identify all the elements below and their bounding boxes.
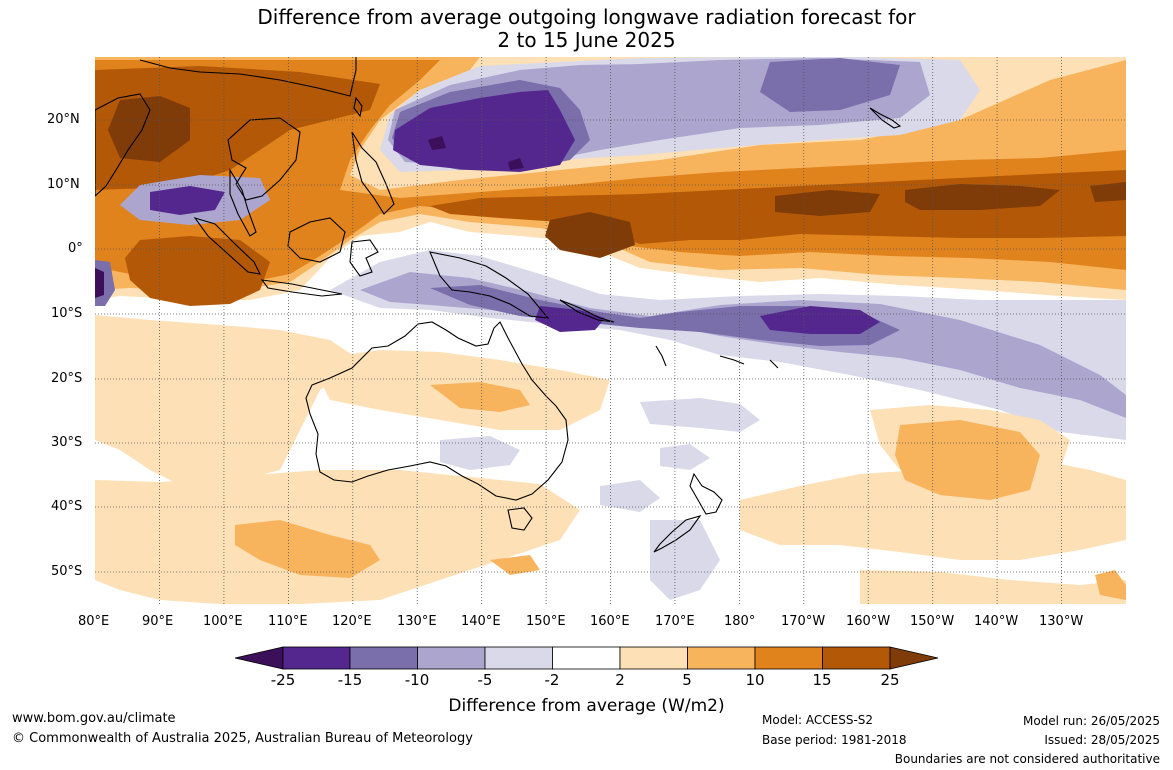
colorbar — [234, 646, 939, 670]
lat-label-40s: 40°S — [51, 499, 83, 514]
negative-15-spcz — [535, 306, 880, 334]
colorbar-label-10: 10 — [745, 671, 765, 689]
colorbar-bin-2 — [349, 646, 418, 670]
australia-coastline — [305, 321, 569, 501]
colorbar-bin-9 — [822, 646, 891, 670]
footer-boundaries-note: Boundaries are not considered authoritat… — [894, 752, 1160, 766]
footer-model-run: Model run: 26/05/2025 — [1022, 714, 1160, 728]
map-title-line-2: 2 to 15 June 2025 — [497, 28, 676, 52]
solomon-islands — [559, 299, 615, 323]
colorbar-bin-5 — [552, 646, 621, 670]
new-zealand-south — [653, 515, 702, 553]
indochina-coastline — [227, 117, 301, 201]
lon-label-140e: 140°E — [461, 614, 501, 629]
lat-label-10n: 10°N — [47, 177, 80, 192]
lon-label-170w: 170°W — [781, 614, 826, 629]
lat-label-30s: 30°S — [51, 435, 83, 450]
tasmania-coastline — [507, 507, 533, 531]
colorbar-label-minus5: -5 — [477, 671, 493, 689]
positive-5-south — [235, 382, 1126, 600]
colorbar-label-minus2: -2 — [544, 671, 560, 689]
colorbar-label-minus15: -15 — [337, 671, 363, 689]
lat-label-0: 0° — [68, 241, 83, 256]
footer-url[interactable]: www.bom.gov.au/climate — [12, 711, 176, 726]
colorbar-bin-8 — [754, 646, 823, 670]
colorbar-label-minus25: -25 — [270, 671, 296, 689]
lon-label-80e: 80°E — [78, 614, 110, 629]
lat-label-50s: 50°S — [51, 564, 83, 579]
china-coastline — [139, 57, 357, 97]
lon-label-90e: 90°E — [142, 614, 174, 629]
india-east-coast — [95, 93, 151, 197]
lat-label-20n: 20°N — [47, 112, 80, 127]
map-title-line-1: Difference from average outgoing longwav… — [257, 5, 916, 29]
colorbar-bin-7 — [687, 646, 756, 670]
positive-25-core — [108, 96, 1126, 258]
lat-label-10s: 10°S — [51, 306, 83, 321]
philippines-coastline — [351, 131, 395, 215]
malay-peninsula — [229, 168, 257, 237]
negative-25-north — [428, 136, 524, 170]
lon-label-140w: 140°W — [974, 614, 1019, 629]
lon-label-100e: 100°E — [203, 614, 243, 629]
colorbar-bin-4 — [484, 646, 553, 670]
colorbar-bin-3 — [417, 646, 486, 670]
colorbar-label-5: 5 — [682, 671, 692, 689]
colorbar-label-minus10: -10 — [404, 671, 430, 689]
lat-label-20s: 20°S — [51, 371, 83, 386]
borneo-coastline — [287, 217, 346, 263]
lon-label-150w: 150°W — [910, 614, 955, 629]
vanuatu-fiji — [655, 345, 779, 369]
negative-15-north — [393, 90, 575, 172]
colorbar-bin-6 — [619, 646, 688, 670]
anomaly-field — [95, 57, 1126, 604]
colorbar-bin-1 — [282, 646, 351, 670]
coastlines — [95, 57, 902, 553]
negative-2-tasman — [440, 398, 760, 600]
colorbar-title: Difference from average (W/m2) — [448, 696, 725, 716]
footer-model: Model: ACCESS-S2 — [762, 713, 874, 727]
lon-label-160e: 160°E — [590, 614, 630, 629]
lon-label-160w: 160°W — [846, 614, 891, 629]
lon-label-120e: 120°E — [332, 614, 372, 629]
lon-label-150e: 150°E — [526, 614, 566, 629]
lon-label-110e: 110°E — [268, 614, 308, 629]
positive-15-band — [95, 66, 1126, 306]
colorbar-label-25: 25 — [880, 671, 900, 689]
colorbar-label-15: 15 — [812, 671, 832, 689]
footer-copyright: © Commonwealth of Australia 2025, Austra… — [12, 731, 473, 746]
lon-label-130w: 130°W — [1039, 614, 1084, 629]
negative-west-edge-core — [95, 268, 104, 298]
footer-base-period: Base period: 1981-2018 — [762, 733, 907, 747]
colorbar-label-2: 2 — [615, 671, 625, 689]
new-guinea-coastline — [429, 251, 550, 319]
lon-label-130e: 130°E — [397, 614, 437, 629]
taiwan-coastline — [353, 96, 363, 118]
lon-label-180: 180° — [724, 614, 756, 629]
java-coastline — [260, 279, 343, 297]
colorbar-high-extend — [889, 646, 939, 670]
lon-label-170e: 170°E — [655, 614, 695, 629]
new-zealand-north — [689, 472, 723, 515]
negative-10-maritime — [150, 186, 225, 215]
sulawesi-coastline — [349, 239, 379, 277]
colorbar-low-extend — [234, 646, 284, 670]
footer-issued: Issued: 28/05/2025 — [1044, 733, 1160, 747]
sumatra-coastline — [193, 217, 261, 275]
graticule — [95, 57, 1126, 604]
